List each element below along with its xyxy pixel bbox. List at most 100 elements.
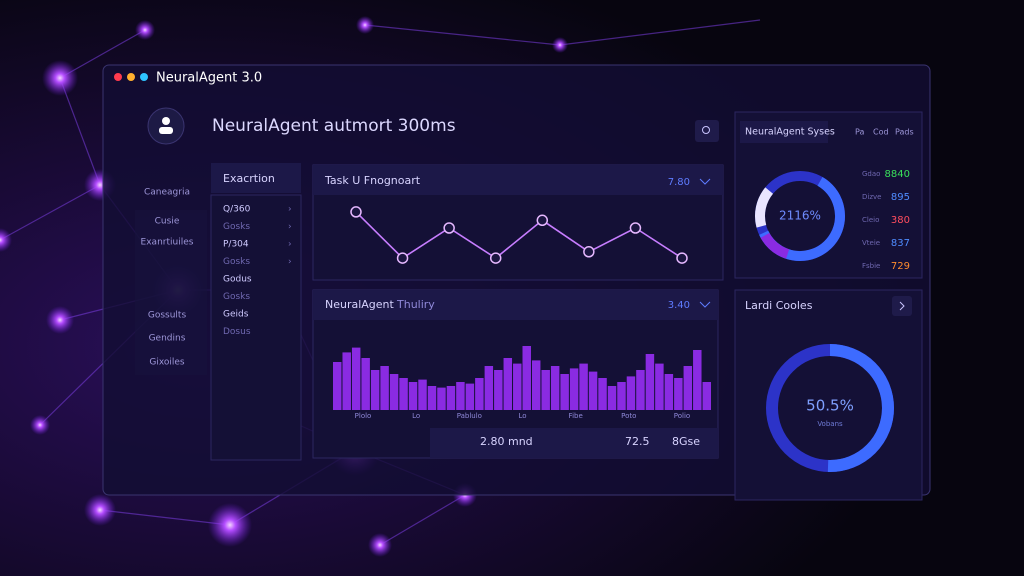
close-dot[interactable] [114,73,122,81]
chevron: › [288,257,292,267]
bar [361,358,370,410]
bar-axis-label: Poto [621,412,636,420]
execution-item[interactable]: Gosks [223,222,250,232]
bar-title: NeuralAgent [325,298,395,311]
status-gauge [754,171,845,261]
bar [645,354,655,410]
bar [370,370,380,410]
execution-title: Exacrtion [223,172,275,185]
execution-item[interactable]: Gosks [223,292,250,302]
bar-axis-label: Lo [412,412,420,420]
avatar-icon [159,127,173,134]
execution-item[interactable]: P/304 [223,240,249,250]
minimize-dot[interactable] [127,73,135,81]
bar [683,366,693,410]
execution-item[interactable]: Gosks [223,257,250,267]
status-tab[interactable]: Pa [855,128,864,137]
footer-item: 72.5 [625,435,650,448]
search-button[interactable] [695,120,719,142]
status-row-label: Dizve [862,193,881,201]
bar-subtitle: Thuliry [396,298,435,311]
task-header [313,165,723,195]
bar [342,352,351,410]
bar [389,374,399,410]
status-header [740,121,828,143]
status-row-label: Gdao [862,170,880,178]
bar-chevron[interactable] [699,301,711,308]
bar [522,346,531,410]
line-point [536,214,549,227]
status-tab[interactable]: Pads [895,128,914,137]
bar-axis-label: Pablulo [457,412,482,420]
bar [437,387,446,410]
sidebar-item[interactable]: Gossults [148,311,187,321]
usage-arc [766,344,894,472]
bar [456,382,465,410]
execution-item[interactable]: Dosus [223,327,251,337]
bar-value: 3.40 [668,300,690,311]
sidebar-item[interactable]: Gixoiles [149,358,185,368]
bar [418,379,427,410]
usage-label: 50.5% [806,397,854,415]
status-tab[interactable]: Cod [873,128,889,137]
task-value: 7.80 [668,177,690,188]
task-chevron[interactable] [699,178,711,185]
line-point [489,252,502,264]
bar [569,368,579,410]
bar [475,378,484,410]
search-icon [702,126,710,134]
usage-title: Lardi Cooles [745,299,813,312]
sidebar [135,210,207,375]
sidebar-item[interactable]: Cusie [155,217,180,227]
bar [380,366,389,410]
bar [626,376,636,410]
chevron: › [288,222,292,232]
line-point [676,252,688,264]
bar [607,386,617,410]
execution-item[interactable]: Q/360 [223,205,251,215]
avatar[interactable] [147,107,185,145]
avatar-icon [162,117,170,125]
status-row-value: 8840 [885,169,910,180]
line [355,211,683,260]
header-title: NeuralAgent autmort 300ms [212,116,456,136]
bar [693,350,702,410]
sidebar-item[interactable]: Gendins [149,334,186,344]
status-row-value: 729 [891,261,910,272]
execution-item[interactable]: Godus [223,275,252,285]
usage-button[interactable] [892,296,912,316]
footer-bar [430,428,718,458]
sidebar-item[interactable]: Caneagria [144,188,190,198]
bar [636,370,645,410]
maximize-dot[interactable] [140,73,148,81]
sidebar-item[interactable]: Exanrtiuiles [141,238,194,248]
bar [427,386,437,410]
bar [351,347,361,410]
line-point [443,222,455,234]
status-row-value: 895 [891,192,910,203]
line-point [350,206,362,218]
bar [531,360,541,410]
bar-axis-label: Fibe [569,412,583,420]
status-title: NeuralAgent Syses [745,127,835,138]
bar [664,374,674,410]
bar [579,363,588,410]
bar [541,370,550,410]
bar [560,374,569,410]
bar [408,382,418,410]
execution-item[interactable]: Geids [223,310,249,320]
bar [702,382,711,410]
bar-axis-label: Plolo [355,412,372,420]
footer-item: 2.80 mnd [480,435,533,448]
window-title: NeuralAgent 3.0 [156,71,262,86]
chevron: › [288,205,292,215]
status-row-label: Cleio [862,216,879,224]
bar [333,362,342,410]
bar [465,383,475,410]
bar [484,366,494,410]
bar [446,386,456,410]
bar [655,363,664,410]
bar-axis-label: Polio [674,412,690,420]
bar [674,378,683,410]
